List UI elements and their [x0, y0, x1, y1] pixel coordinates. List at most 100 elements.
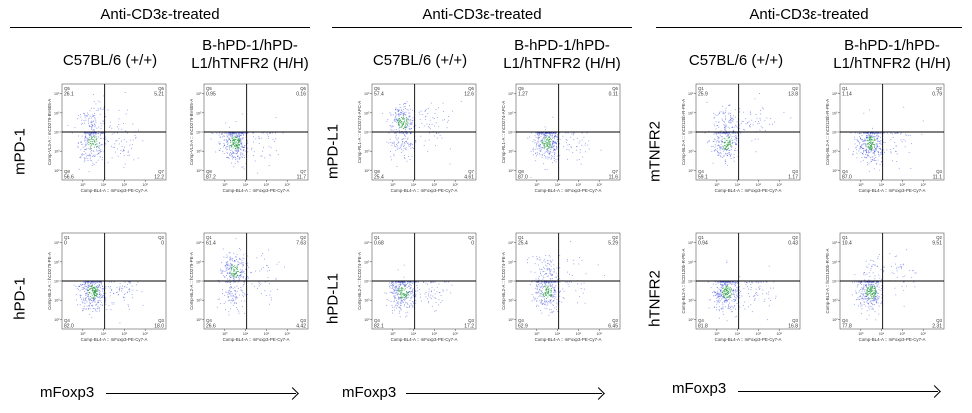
- event-dot: [116, 132, 118, 134]
- event-dot: [234, 293, 236, 295]
- event-dot: [550, 299, 552, 301]
- event-dot: [868, 132, 870, 134]
- event-dot: [393, 129, 395, 131]
- event-dot: [386, 120, 388, 122]
- event-dot: [237, 150, 239, 152]
- event-dot: [717, 138, 719, 140]
- event-dot: [412, 120, 414, 121]
- event-dot: [725, 147, 727, 149]
- event-dot: [229, 258, 231, 260]
- event-dot: [238, 310, 240, 312]
- event-dot: [725, 163, 726, 165]
- event-dot: [95, 295, 97, 297]
- event-dot: [235, 149, 237, 151]
- event-dot: [220, 303, 222, 305]
- event-dot: [894, 150, 896, 152]
- event-dot: [866, 132, 868, 134]
- y-axis-label: Comp-BL2-A :: hCD279-PE-A: [47, 252, 52, 310]
- event-dot: [265, 295, 267, 297]
- y-tick-label: 10⁶: [508, 241, 514, 245]
- event-dot: [91, 290, 93, 292]
- event-dot: [402, 118, 404, 120]
- event-dot: [126, 291, 128, 293]
- event-dot: [232, 272, 234, 274]
- event-dot: [406, 132, 408, 134]
- event-dot: [532, 149, 534, 151]
- event-dot: [565, 139, 567, 140]
- quadrant-name: Q4: [206, 318, 212, 323]
- event-dot: [404, 126, 405, 128]
- event-dot: [725, 126, 727, 127]
- event-dot: [730, 143, 731, 145]
- event-dot: [734, 289, 736, 290]
- event-dot: [857, 140, 859, 142]
- event-dot: [236, 134, 238, 136]
- event-dot: [874, 159, 876, 161]
- event-dot: [113, 302, 115, 304]
- event-dot: [127, 284, 128, 285]
- event-dot: [97, 100, 99, 102]
- event-dot: [230, 273, 232, 275]
- event-dot: [551, 147, 553, 149]
- event-dot: [719, 134, 721, 136]
- event-dot: [716, 297, 718, 299]
- event-dot: [872, 127, 874, 129]
- event-dot: [231, 138, 233, 140]
- event-dot: [419, 293, 421, 295]
- event-dot: [460, 100, 462, 102]
- event-dot: [77, 142, 79, 143]
- event-dot: [757, 138, 759, 140]
- event-dot: [868, 137, 870, 139]
- event-dot: [231, 139, 233, 141]
- event-dot: [88, 120, 89, 122]
- event-dot: [557, 303, 559, 305]
- event-dot: [438, 299, 440, 301]
- event-dot: [395, 287, 396, 289]
- event-dot: [860, 138, 861, 140]
- event-dot: [735, 137, 737, 139]
- event-dot: [403, 281, 404, 283]
- event-dot: [585, 151, 586, 153]
- event-dot: [534, 271, 536, 273]
- event-dot: [391, 288, 393, 290]
- event-dot: [724, 121, 725, 123]
- event-dot: [255, 270, 257, 272]
- event-dot: [244, 300, 246, 302]
- event-dot: [536, 153, 538, 155]
- event-dot: [80, 141, 82, 143]
- event-dot: [538, 135, 540, 137]
- event-dot: [397, 121, 399, 123]
- event-dot: [253, 285, 255, 287]
- event-dot: [395, 115, 397, 117]
- event-dot: [750, 111, 751, 113]
- y-tick-label: 10³: [196, 299, 202, 303]
- event-dot: [763, 301, 765, 302]
- event-dot: [392, 284, 394, 286]
- event-dot: [123, 286, 125, 288]
- event-dot: [725, 123, 727, 125]
- event-dot: [118, 109, 120, 111]
- event-dot: [90, 136, 92, 138]
- event-dot: [567, 144, 569, 146]
- y-axis-label: Comp-BL2-A :: hCD120b-R-PE-A: [681, 248, 686, 313]
- event-dot: [737, 132, 739, 134]
- event-dot: [247, 264, 249, 266]
- event-dot: [101, 295, 103, 297]
- event-dot: [406, 119, 408, 121]
- event-dot: [233, 138, 235, 140]
- event-dot: [89, 134, 91, 136]
- event-dot: [88, 292, 90, 293]
- event-dot: [767, 319, 768, 321]
- event-dot: [117, 124, 119, 125]
- event-dot: [556, 309, 557, 310]
- event-dot: [868, 147, 870, 149]
- event-dot: [282, 132, 284, 134]
- event-dot: [559, 281, 561, 283]
- event-dot: [116, 148, 118, 150]
- event-dot: [535, 306, 537, 308]
- event-dot: [92, 137, 94, 139]
- event-dot: [772, 287, 774, 289]
- event-dot: [236, 149, 238, 151]
- event-dot: [552, 301, 554, 303]
- event-dot: [729, 281, 731, 283]
